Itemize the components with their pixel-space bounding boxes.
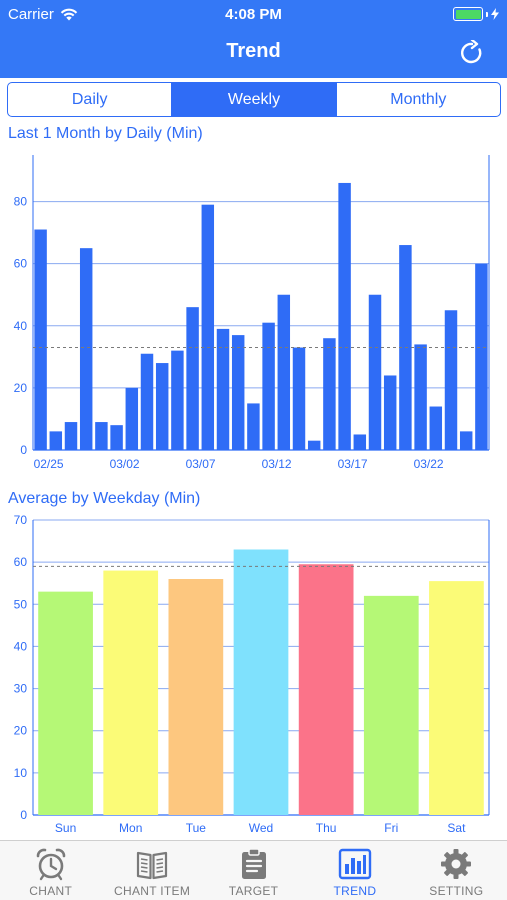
daily-bar	[110, 425, 123, 450]
x-tick-label: Tue	[186, 821, 207, 835]
alarm-clock-icon	[36, 848, 66, 881]
weekday-bar	[168, 579, 224, 815]
y-tick-label: 0	[20, 443, 27, 457]
daily-bar	[201, 204, 215, 450]
page-title: Trend	[226, 40, 281, 62]
y-tick-label: 50	[14, 597, 28, 611]
y-tick-label: 60	[14, 257, 28, 271]
navigation-header: Carrier 4:08 PM Trend	[0, 0, 507, 78]
daily-bar	[140, 353, 154, 450]
daily-bar	[262, 322, 275, 450]
daily-bar	[247, 403, 260, 450]
y-tick-label: 20	[14, 381, 28, 395]
daily-bar	[216, 328, 230, 450]
daily-bar	[429, 406, 443, 450]
weekday-bar	[363, 595, 419, 815]
x-tick-label: 03/22	[414, 457, 444, 471]
y-tick-label: 20	[14, 724, 28, 738]
x-tick-label: 03/17	[338, 457, 368, 471]
y-tick-label: 0	[20, 808, 27, 822]
daily-bar	[353, 434, 367, 450]
daily-bar	[307, 440, 321, 450]
daily-bar	[49, 431, 63, 450]
weekday-bar	[233, 549, 289, 815]
tab-target[interactable]: TARGET	[203, 841, 304, 900]
status-time: 4:08 PM	[225, 6, 282, 23]
x-tick-label: 02/25	[34, 457, 64, 471]
weekday-bar	[103, 570, 159, 815]
weekday-bar	[429, 581, 484, 815]
daily-bar	[475, 263, 488, 450]
refresh-icon[interactable]	[459, 40, 485, 66]
tab-setting[interactable]: SETTING	[406, 841, 507, 900]
daily-bar	[231, 335, 245, 450]
tab-chant-item[interactable]: CHANT ITEM	[101, 841, 202, 900]
daily-bar	[414, 344, 427, 450]
y-tick-label: 70	[14, 513, 28, 527]
y-tick-label: 40	[14, 639, 28, 653]
bar-chart-icon	[338, 848, 372, 880]
status-bar: Carrier 4:08 PM	[0, 0, 507, 28]
daily-bar	[34, 229, 47, 450]
book-icon	[137, 851, 168, 880]
y-tick-label: 80	[14, 195, 28, 209]
daily-bar	[79, 248, 93, 450]
x-tick-label: Sat	[447, 821, 466, 835]
tab-label: TREND	[333, 884, 377, 898]
segment-daily[interactable]: Daily	[8, 83, 173, 116]
daily-bar	[292, 347, 306, 450]
tab-trend[interactable]: TREND	[304, 841, 405, 900]
y-tick-label: 10	[14, 766, 28, 780]
tab-label: TARGET	[228, 884, 279, 898]
daily-chart-title: Last 1 Month by Daily (Min)	[8, 125, 203, 142]
tab-chant[interactable]: CHANT	[0, 841, 101, 900]
x-tick-label: 03/07	[186, 457, 216, 471]
weekday-bar-chart: 0 10 20 30 40 50 60 70 Sun Mon Tue Wed Thu Fri Sat	[14, 513, 490, 835]
daily-bar	[368, 294, 382, 450]
tab-bar: CHANT CHANT ITEM TARGET TREND	[0, 840, 507, 900]
daily-bar	[323, 338, 336, 450]
daily-bar	[186, 307, 199, 450]
segment-weekly[interactable]: Weekly	[172, 83, 337, 116]
daily-bar	[338, 182, 351, 450]
weekday-chart-title: Average by Weekday (Min)	[8, 490, 201, 507]
daily-bar	[459, 431, 473, 450]
x-tick-label: Mon	[119, 821, 142, 835]
daily-bar	[64, 422, 78, 450]
x-tick-label: 03/12	[262, 457, 292, 471]
weekday-bar	[38, 591, 93, 815]
battery-icon	[453, 7, 499, 21]
gear-icon	[441, 849, 472, 879]
segment-monthly[interactable]: Monthly	[390, 90, 447, 108]
daily-bar-chart: 0 20 40 60 80 02/25 03/02 03/07 03/12 03/17 03/22	[14, 155, 490, 471]
x-tick-label: Fri	[384, 821, 398, 835]
charging-bolt-icon	[491, 8, 499, 20]
y-tick-label: 40	[14, 319, 28, 333]
tab-label: CHANT ITEM	[114, 884, 191, 898]
x-tick-label: 03/02	[110, 457, 140, 471]
y-tick-label: 30	[14, 682, 28, 696]
weekday-bar	[298, 564, 354, 815]
x-tick-label: Thu	[316, 821, 337, 835]
x-tick-label: Wed	[249, 821, 273, 835]
carrier: Carrier	[8, 6, 78, 23]
period-segmented-control: Daily Weekly Monthly	[7, 82, 501, 117]
x-tick-label: Sun	[55, 821, 76, 835]
y-tick-label: 60	[14, 555, 28, 569]
tab-label: SETTING	[429, 884, 484, 898]
daily-bar	[444, 310, 458, 450]
daily-bar	[383, 375, 397, 450]
carrier-label: Carrier	[8, 6, 54, 23]
clipboard-icon	[241, 848, 266, 879]
daily-bar	[95, 422, 108, 450]
daily-bar	[277, 294, 291, 450]
wifi-icon	[60, 8, 78, 21]
daily-bar	[125, 387, 139, 450]
daily-bar	[171, 350, 184, 450]
daily-bar	[155, 363, 169, 450]
tab-label: CHANT	[29, 884, 73, 898]
